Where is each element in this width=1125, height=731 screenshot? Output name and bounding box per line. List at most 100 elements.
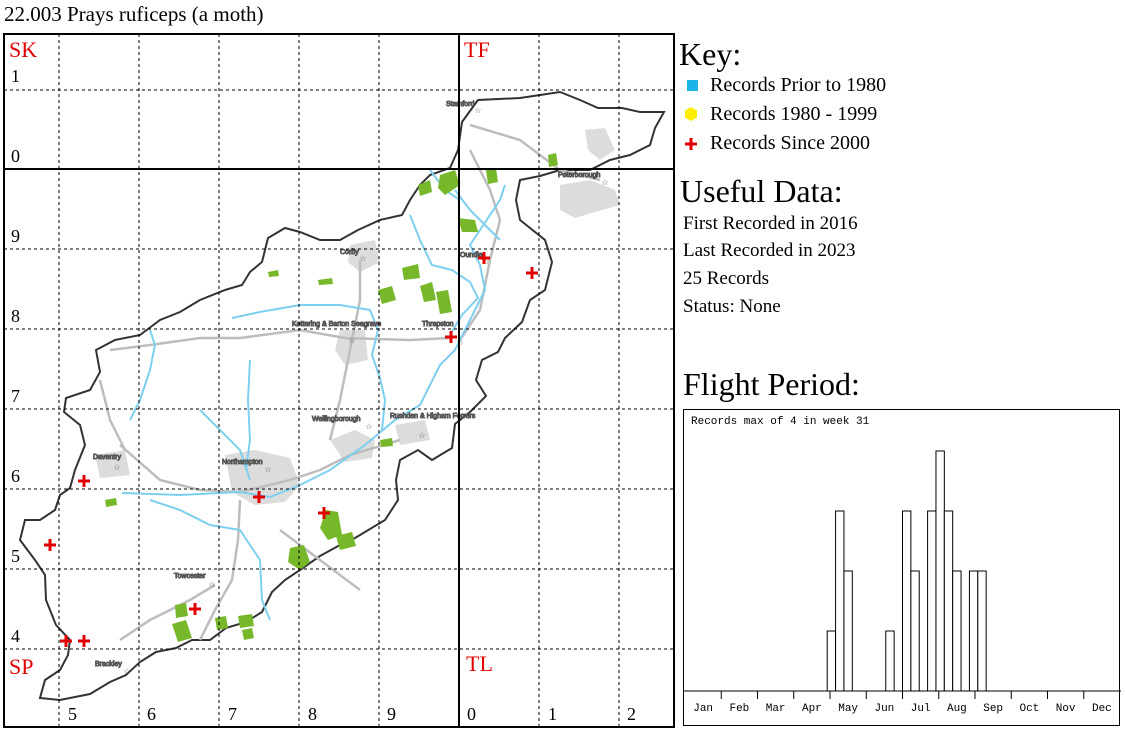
wood bbox=[378, 286, 396, 304]
town-label: Corby bbox=[340, 249, 359, 256]
month-label: Oct bbox=[1019, 703, 1039, 715]
record-cross-icon bbox=[189, 603, 201, 615]
star-icon: ☆ bbox=[482, 257, 489, 266]
wood bbox=[318, 278, 333, 285]
key-label-since-2000: Records Since 2000 bbox=[710, 132, 870, 154]
flight-bar bbox=[968, 570, 979, 692]
river-tove bbox=[149, 499, 271, 621]
urban-patch bbox=[585, 128, 615, 160]
key-label-prior-1980: Records Prior to 1980 bbox=[710, 74, 887, 96]
star-icon: ☆ bbox=[601, 178, 608, 187]
wood bbox=[215, 616, 228, 630]
grid-100km bbox=[3, 33, 675, 728]
town-label: Brackley bbox=[95, 661, 122, 668]
flight-bar bbox=[902, 510, 912, 692]
wood bbox=[458, 218, 478, 232]
star-icon: ☆ bbox=[208, 580, 215, 589]
key-label-1980-1999: Records 1980 - 1999 bbox=[710, 103, 878, 125]
flight-bar bbox=[835, 510, 845, 692]
star-icon: ☆ bbox=[348, 336, 355, 345]
square-label-sp: SP bbox=[9, 654, 33, 679]
grid-number: 0 bbox=[467, 704, 476, 724]
month-label: Dec bbox=[1092, 703, 1112, 715]
month-label: Mar bbox=[766, 703, 786, 715]
flight-bar bbox=[885, 630, 895, 692]
star-icon: ☆ bbox=[365, 422, 372, 431]
flight-bar bbox=[977, 570, 987, 692]
month-label: May bbox=[838, 703, 858, 715]
rivers bbox=[121, 169, 506, 621]
road-a45 bbox=[119, 438, 401, 494]
flight-bar bbox=[843, 570, 853, 692]
wood bbox=[242, 628, 254, 640]
star-icon: ☆ bbox=[113, 463, 120, 472]
flight-bar bbox=[826, 630, 837, 692]
wood bbox=[438, 170, 460, 195]
record-count: 25 Records bbox=[683, 268, 770, 289]
star-icon: ☆ bbox=[359, 254, 366, 263]
record-cross-icon bbox=[253, 491, 265, 503]
useful-data-heading: Useful Data: bbox=[680, 173, 843, 209]
flight-bar bbox=[927, 510, 937, 692]
first-recorded: First Recorded in 2016 bbox=[683, 213, 858, 234]
month-label: Jan bbox=[693, 703, 713, 715]
cross-icon bbox=[685, 138, 697, 150]
grid-number: 8 bbox=[11, 306, 20, 326]
record-cross-icon bbox=[526, 267, 538, 279]
square-label-tl: TL bbox=[466, 651, 493, 676]
month-label: Jun bbox=[874, 703, 894, 715]
flight-bar bbox=[935, 450, 945, 692]
peterborough-area bbox=[560, 180, 620, 218]
river-nene bbox=[121, 184, 506, 499]
grid-number: 9 bbox=[387, 704, 396, 724]
road-a14 bbox=[109, 328, 451, 352]
river-trib2 bbox=[199, 409, 251, 481]
town-label: Northampton bbox=[222, 459, 263, 466]
town-label: Oundle bbox=[460, 252, 483, 259]
wood bbox=[402, 264, 420, 280]
wood bbox=[105, 498, 117, 507]
flight-bar bbox=[952, 570, 962, 692]
flight-bar bbox=[943, 510, 954, 692]
record-cross-icon bbox=[78, 475, 90, 487]
river-trib1 bbox=[129, 329, 157, 421]
star-icon: ☆ bbox=[264, 465, 271, 474]
river-trib4 bbox=[454, 189, 501, 241]
town-label: Stamford bbox=[446, 101, 475, 108]
month-label: Jul bbox=[911, 703, 931, 715]
town-label: Rushden & Higham Ferrers bbox=[390, 413, 476, 420]
towns: Stamford ☆ Peterborough ☆ Corby ☆ Oundle… bbox=[93, 101, 609, 677]
daventry-area bbox=[95, 450, 130, 478]
wood bbox=[380, 438, 393, 447]
roads bbox=[98, 123, 601, 642]
last-recorded: Last Recorded in 2023 bbox=[683, 240, 856, 261]
square-label-tf: TF bbox=[464, 37, 490, 62]
grid-number: 5 bbox=[11, 546, 20, 566]
wood bbox=[418, 180, 432, 196]
month-label: Apr bbox=[802, 703, 822, 715]
grid-number: 9 bbox=[11, 226, 20, 246]
town-label: Peterborough bbox=[558, 172, 601, 179]
county-boundary bbox=[18, 90, 666, 702]
star-icon: ☆ bbox=[123, 667, 130, 676]
wood bbox=[238, 614, 254, 628]
grid-number: 5 bbox=[68, 704, 77, 724]
flight-bar bbox=[910, 570, 920, 692]
key-heading: Key: bbox=[679, 36, 742, 72]
wood bbox=[172, 620, 192, 642]
star-icon: ☆ bbox=[418, 431, 425, 440]
grid-number: 4 bbox=[11, 626, 20, 646]
star-icon: ☆ bbox=[474, 106, 481, 115]
page-title: 22.003 Prays ruficeps (a moth) bbox=[4, 2, 264, 26]
flight-chart-svg: Jan Feb Mar Apr May Jun Jul Aug Sep Oct Nov Dec bbox=[684, 450, 1121, 715]
record-cross-icon bbox=[78, 635, 90, 647]
flight-period-heading: Flight Period: bbox=[683, 366, 860, 402]
grid-number: 7 bbox=[11, 386, 20, 406]
wood bbox=[548, 153, 558, 167]
record-markers bbox=[44, 252, 538, 647]
status: Status: None bbox=[683, 296, 781, 317]
record-cross-icon bbox=[478, 252, 490, 264]
grid-10km bbox=[4, 34, 674, 727]
road-a43 bbox=[198, 499, 242, 641]
record-cross-icon bbox=[318, 507, 330, 519]
